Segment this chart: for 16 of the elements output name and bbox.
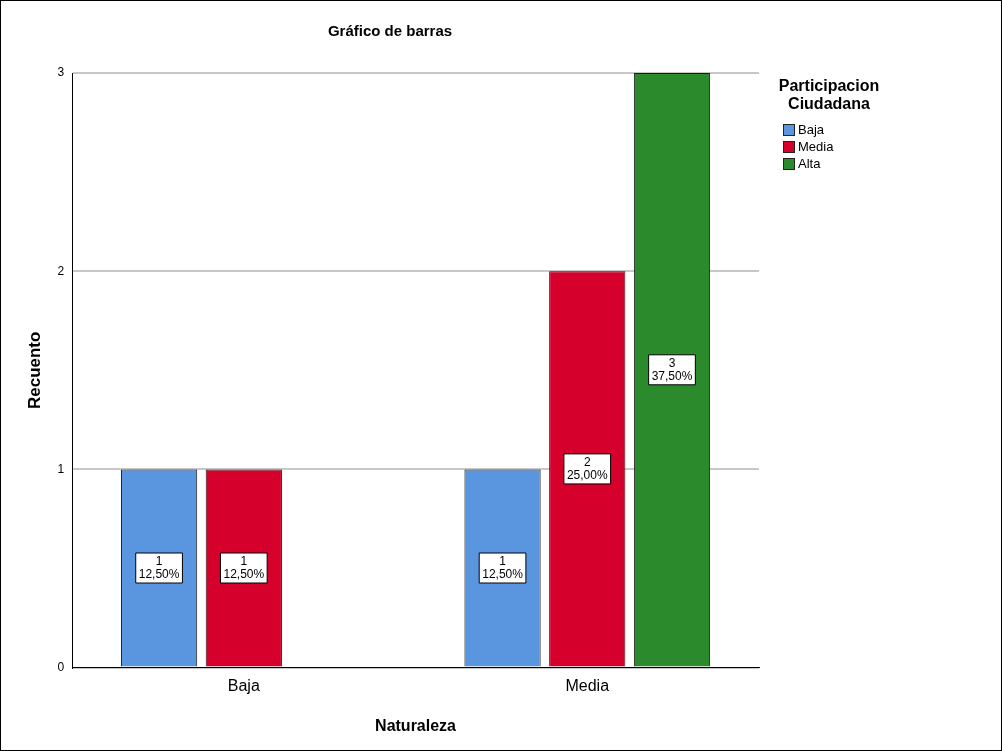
legend-label: Alta [798, 156, 821, 171]
legend-label: Baja [798, 122, 825, 137]
data-label: 1 12,50% [482, 553, 524, 581]
data-label: 1 12,50% [138, 553, 180, 581]
legend-title: Participacion Ciudadana [777, 77, 881, 113]
x-axis-title: Naturaleza [375, 716, 457, 734]
data-label: 2 25,00% [566, 454, 608, 482]
legend-label: Media [798, 139, 834, 154]
y-tick-label: 0 [57, 659, 65, 674]
data-label: 3 37,50% [651, 355, 693, 383]
y-tick-label: 2 [57, 263, 65, 278]
chart-title: Gráfico de barras [327, 22, 453, 40]
y-axis-title: Recuento [24, 331, 44, 410]
y-tick-label: 1 [57, 461, 65, 476]
y-tick-label: 3 [57, 65, 65, 80]
data-label: 1 12,50% [223, 553, 265, 581]
